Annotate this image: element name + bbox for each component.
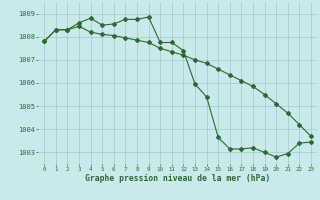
X-axis label: Graphe pression niveau de la mer (hPa): Graphe pression niveau de la mer (hPa) [85,174,270,183]
